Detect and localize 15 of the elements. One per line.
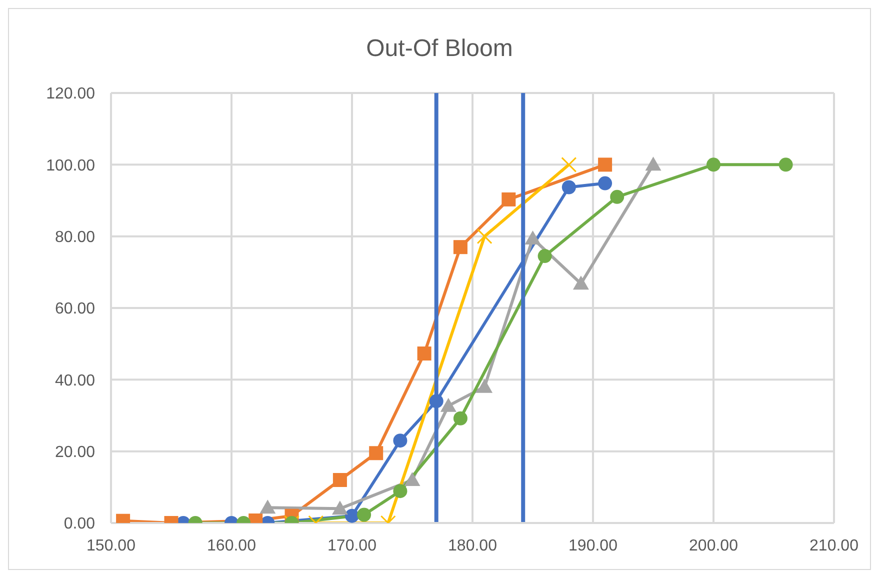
x-tick-label: 180.00: [448, 537, 498, 554]
x-tick-label: 190.00: [568, 537, 618, 554]
y-tick-label: 40.00: [54, 372, 96, 390]
y-tick-label: 120.00: [46, 86, 96, 103]
y-tick-label: 100.00: [46, 157, 96, 174]
y-tick-label: 0.00: [64, 516, 96, 533]
y-tick-label: 20.00: [54, 444, 96, 462]
y-tick-label: 60.00: [54, 300, 96, 318]
x-tick-label: 210.00: [810, 537, 859, 554]
x-tick-label: 170.00: [328, 537, 377, 554]
x-tick-label: 150.00: [86, 537, 136, 554]
chart-title: Out-Of Bloom: [365, 34, 514, 64]
y-tick-label: 80.00: [54, 229, 96, 246]
x-tick-label: 200.00: [689, 537, 738, 554]
x-tick-label: 160.00: [207, 537, 256, 554]
